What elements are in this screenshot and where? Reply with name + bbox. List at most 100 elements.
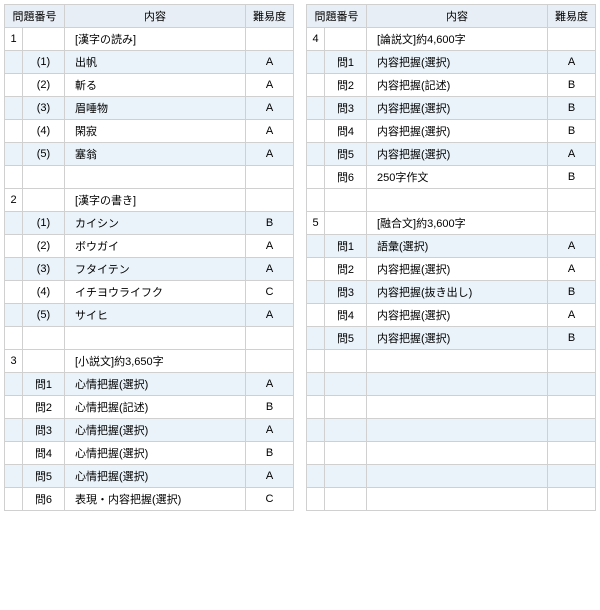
cell-content bbox=[367, 373, 548, 396]
cell-num-sub: 問1 bbox=[325, 235, 367, 258]
cell-num-main bbox=[307, 281, 325, 304]
cell-num-main bbox=[5, 74, 23, 97]
cell-diff bbox=[548, 419, 596, 442]
table-row: (5)塞翁A bbox=[5, 143, 294, 166]
table-row: 問5内容把握(選択)B bbox=[307, 327, 596, 350]
cell-content bbox=[367, 442, 548, 465]
cell-content bbox=[367, 419, 548, 442]
left-tbody: 1[漢字の読み](1)出帆A(2)斬るA(3)眉唾物A(4)閑寂A(5)塞翁A2… bbox=[5, 28, 294, 511]
cell-content: 心情把握(選択) bbox=[65, 442, 246, 465]
cell-num-sub bbox=[325, 488, 367, 511]
table-row: 問5内容把握(選択)A bbox=[307, 143, 596, 166]
table-row bbox=[307, 419, 596, 442]
table-row: 問4内容把握(選択)A bbox=[307, 304, 596, 327]
cell-diff: A bbox=[246, 97, 294, 120]
cell-num-sub: (4) bbox=[23, 120, 65, 143]
cell-content bbox=[65, 166, 246, 189]
cell-num-main bbox=[5, 396, 23, 419]
cell-num-main bbox=[307, 143, 325, 166]
cell-num-main bbox=[5, 419, 23, 442]
cell-content bbox=[65, 327, 246, 350]
table-row: (5)サイヒA bbox=[5, 304, 294, 327]
cell-content: 塞翁 bbox=[65, 143, 246, 166]
cell-content bbox=[367, 396, 548, 419]
cell-num-sub: 問6 bbox=[23, 488, 65, 511]
cell-num-main bbox=[307, 51, 325, 74]
table-row bbox=[5, 166, 294, 189]
cell-content: [融合文]約3,600字 bbox=[367, 212, 548, 235]
table-row: (1)カイシンB bbox=[5, 212, 294, 235]
table-row: 3[小説文]約3,650字 bbox=[5, 350, 294, 373]
cell-num-main bbox=[5, 465, 23, 488]
cell-num-main: 4 bbox=[307, 28, 325, 51]
cell-content: 内容把握(選択) bbox=[367, 304, 548, 327]
cell-num-main bbox=[5, 442, 23, 465]
table-row bbox=[307, 488, 596, 511]
cell-num-main bbox=[307, 120, 325, 143]
cell-content: 心情把握(選択) bbox=[65, 419, 246, 442]
table-row: 問2心情把握(記述)B bbox=[5, 396, 294, 419]
cell-num-sub: 問2 bbox=[23, 396, 65, 419]
table-row: 問3内容把握(抜き出し)B bbox=[307, 281, 596, 304]
cell-diff: B bbox=[548, 97, 596, 120]
cell-diff: A bbox=[246, 419, 294, 442]
table-row bbox=[307, 373, 596, 396]
cell-num-sub: (1) bbox=[23, 212, 65, 235]
cell-content bbox=[367, 465, 548, 488]
cell-content: 250字作文 bbox=[367, 166, 548, 189]
cell-num-main bbox=[5, 235, 23, 258]
cell-diff: A bbox=[548, 258, 596, 281]
cell-num-sub: (5) bbox=[23, 304, 65, 327]
cell-diff: B bbox=[548, 327, 596, 350]
cell-content: 語彙(選択) bbox=[367, 235, 548, 258]
cell-content: [漢字の読み] bbox=[65, 28, 246, 51]
cell-content: 内容把握(選択) bbox=[367, 97, 548, 120]
header-num: 問題番号 bbox=[307, 5, 367, 28]
cell-num-main bbox=[307, 235, 325, 258]
table-row: 問1語彙(選択)A bbox=[307, 235, 596, 258]
table-row: (1)出帆A bbox=[5, 51, 294, 74]
cell-num-sub: 問5 bbox=[23, 465, 65, 488]
left-table-wrap: 問題番号 内容 難易度 1[漢字の読み](1)出帆A(2)斬るA(3)眉唾物A(… bbox=[4, 4, 294, 511]
cell-num-sub bbox=[325, 442, 367, 465]
cell-num-main bbox=[307, 442, 325, 465]
cell-num-main: 2 bbox=[5, 189, 23, 212]
header-content: 内容 bbox=[367, 5, 548, 28]
cell-num-main bbox=[5, 281, 23, 304]
cell-num-sub: (2) bbox=[23, 235, 65, 258]
cell-diff: A bbox=[246, 304, 294, 327]
cell-num-main bbox=[5, 143, 23, 166]
cell-diff: B bbox=[548, 166, 596, 189]
cell-num-sub: (4) bbox=[23, 281, 65, 304]
cell-diff: B bbox=[246, 396, 294, 419]
table-row: (2)斬るA bbox=[5, 74, 294, 97]
cell-diff: A bbox=[246, 120, 294, 143]
cell-num-main bbox=[5, 97, 23, 120]
cell-diff: B bbox=[548, 120, 596, 143]
cell-num-sub: (3) bbox=[23, 97, 65, 120]
cell-num-main bbox=[307, 74, 325, 97]
table-row: 問1心情把握(選択)A bbox=[5, 373, 294, 396]
cell-diff: A bbox=[548, 304, 596, 327]
cell-content: 表現・内容把握(選択) bbox=[65, 488, 246, 511]
cell-content bbox=[367, 488, 548, 511]
cell-content: 内容把握(選択) bbox=[367, 327, 548, 350]
cell-num-main bbox=[5, 212, 23, 235]
right-table: 問題番号 内容 難易度 4[論説文]約4,600字問1内容把握(選択)A問2内容… bbox=[306, 4, 596, 511]
cell-num-sub bbox=[325, 350, 367, 373]
cell-num-main bbox=[307, 304, 325, 327]
cell-num-main: 1 bbox=[5, 28, 23, 51]
cell-content: 内容把握(選択) bbox=[367, 143, 548, 166]
cell-content: 内容把握(選択) bbox=[367, 120, 548, 143]
cell-num-sub bbox=[325, 419, 367, 442]
cell-content: 内容把握(抜き出し) bbox=[367, 281, 548, 304]
cell-diff bbox=[548, 189, 596, 212]
cell-num-sub bbox=[325, 189, 367, 212]
cell-num-main bbox=[307, 258, 325, 281]
cell-diff bbox=[548, 488, 596, 511]
cell-num-sub: (1) bbox=[23, 51, 65, 74]
table-row: 1 [漢字の読み] bbox=[5, 28, 294, 51]
cell-content: カイシン bbox=[65, 212, 246, 235]
table-row: 問1内容把握(選択)A bbox=[307, 51, 596, 74]
table-row bbox=[5, 327, 294, 350]
